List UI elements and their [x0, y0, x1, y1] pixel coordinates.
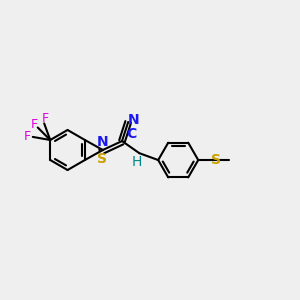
Text: N: N [128, 113, 139, 127]
Text: H: H [132, 155, 142, 169]
Text: S: S [211, 153, 221, 167]
Text: N: N [97, 134, 108, 148]
Text: F: F [24, 130, 31, 143]
Text: C: C [127, 127, 137, 141]
Text: S: S [98, 152, 107, 166]
Text: F: F [31, 118, 38, 131]
Text: F: F [42, 112, 49, 124]
